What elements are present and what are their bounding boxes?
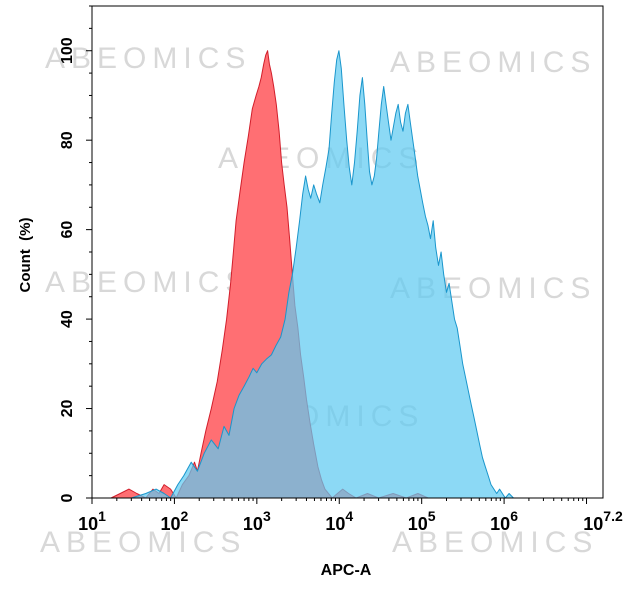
x-tick-base: 10 [78,514,98,534]
plot-area [110,50,514,499]
x-tick-exponent: 6 [510,508,518,524]
x-tick-base: 10 [583,514,603,534]
y-tick-label: 100 [59,37,76,64]
watermark-text: ABEOMICS [392,526,598,559]
y-tick-label: 20 [59,400,76,418]
x-tick-exponent: 2 [181,508,189,524]
y-tick-label: 40 [59,310,76,328]
x-tick-base: 10 [243,514,263,534]
x-tick-exponent: 3 [263,508,271,524]
y-tick-label: 0 [59,493,76,502]
x-tick-exponent: 4 [345,508,353,524]
x-tick-exponent: 1 [98,508,106,524]
x-axis-label: APC-A [321,562,372,579]
x-tick-base: 10 [325,514,345,534]
x-tick-base: 10 [161,514,181,534]
x-tick-label: 103 [243,508,271,534]
x-tick-base: 10 [408,514,428,534]
x-axis: 101 102 103 104 105 106 107.2 [78,498,623,534]
x-tick-label: 105 [408,508,436,534]
histogram-blue-area [130,50,514,499]
x-tick-label: 104 [325,508,353,534]
x-tick-exponent: 7.2 [603,508,623,524]
watermark-text: ABEOMICS [45,266,251,299]
x-tick-label: 101 [78,508,106,534]
x-tick-exponent: 5 [428,508,436,524]
y-tick-label: 60 [59,221,76,239]
x-tick-label: 107.2 [583,508,623,534]
x-tick-label: 106 [490,508,518,534]
y-axis-label: Count (%) [17,218,34,293]
y-axis: 0 20 40 60 80 100 [59,5,92,502]
y-tick-label: 80 [59,131,76,149]
watermark-text: ABEOMICS [45,42,251,75]
watermark-text: ABEOMICS [390,46,596,79]
watermark-text: ABEOMICS [40,526,246,559]
x-tick-label: 102 [161,508,189,534]
x-tick-base: 10 [490,514,510,534]
